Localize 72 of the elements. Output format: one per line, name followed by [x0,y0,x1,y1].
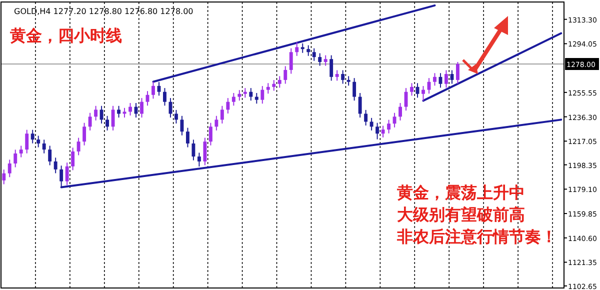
candlestick [284,66,288,84]
candlestick [54,157,58,174]
candlestick [88,112,92,131]
candlestick [152,81,155,100]
candlestick [330,54,334,82]
candlestick [444,70,448,88]
candlestick [352,78,356,102]
candlestick [422,86,425,102]
candlestick [226,98,230,114]
candlestick [289,48,293,74]
annotation: 非农后注意行情节奏！ [396,227,557,246]
candlestick [82,122,86,146]
annotation: 大级别有望破前高 [397,205,525,224]
candlestick [456,61,460,84]
text: 黄金，四小时线 [9,26,122,45]
candlestick [180,115,184,136]
candlestick [8,159,12,178]
candlestick [272,80,276,92]
candlestick [266,82,270,94]
candlestick [76,137,80,156]
candlestick [358,92,362,118]
candlestick [214,115,218,131]
candlestick [192,139,196,161]
candlestick [186,127,190,148]
candlestick [410,82,414,96]
annotation: 黄金，震荡上升中 [396,183,525,202]
candlestick [163,88,166,106]
candlestick [278,76,282,88]
candlestick [106,115,110,131]
candlestick [318,52,322,66]
candlestick [25,129,29,154]
candlestick [174,109,178,124]
candlestick [42,139,46,154]
candlestick [71,147,75,171]
candlestick [117,105,120,118]
candlestick [341,70,345,84]
candlestick [100,105,104,124]
candlestick [65,162,69,186]
candlestick [36,135,40,148]
candlestick [203,137,207,166]
candlestick [197,152,201,168]
candlestick [208,122,212,146]
candlestick [381,125,385,138]
candlestick [238,90,242,102]
candlestick [306,44,310,56]
candlestick [30,129,34,144]
candlestick [387,119,391,134]
candlestick [312,48,316,62]
candlestick [398,102,402,121]
candlestick [254,92,258,104]
candlestick [243,88,247,98]
annotation: GOLD,H4 1277.20 1278.80 1276.80 1278.00 [14,7,194,16]
candlestick [14,149,18,168]
candlestick [220,105,224,124]
candlestick [140,98,144,118]
candlestick [376,122,380,140]
candlestick [94,105,98,121]
candlestick [2,169,6,185]
candlestick [19,145,23,158]
candlestick [364,109,368,126]
candlestick [335,70,339,82]
candlestick [324,54,328,66]
candlestick [295,42,299,56]
candlestick [433,72,436,86]
candlestick [128,102,132,116]
candlestick [260,86,264,104]
candlestick [370,117,374,131]
candlestick [232,92,236,106]
candlestick [300,42,304,54]
candlestick [48,145,52,166]
candlestick [249,88,253,102]
candlestick [346,76,350,86]
